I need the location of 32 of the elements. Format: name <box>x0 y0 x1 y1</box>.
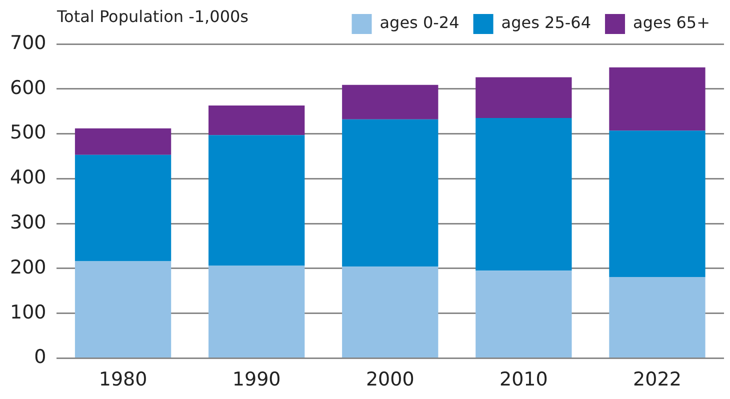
bar <box>74 261 172 358</box>
y-tick-label: 400 <box>10 166 46 189</box>
y-tick-label: 700 <box>10 32 46 54</box>
bar <box>609 67 706 131</box>
bar <box>476 270 572 358</box>
x-tick-label: 2022 <box>633 368 682 391</box>
bar <box>208 266 305 358</box>
y-tick-label: 0 <box>34 346 46 368</box>
legend-label: ages 0-24 <box>380 13 460 32</box>
x-tick-label: 1990 <box>232 368 281 391</box>
bar <box>208 105 305 136</box>
legend-label: ages 25-64 <box>501 13 592 32</box>
y-tick-label: 500 <box>10 122 46 144</box>
x-tick-label: 1980 <box>98 368 148 391</box>
bar <box>342 266 438 358</box>
bar <box>476 118 572 271</box>
bar <box>342 119 438 267</box>
x-tick-label: 2010 <box>500 368 548 391</box>
bar <box>609 276 706 358</box>
chart-title: Total Population -1,000s <box>57 7 249 26</box>
bar <box>74 154 172 262</box>
y-tick-label: 200 <box>10 256 46 278</box>
y-tick-label: 600 <box>10 76 46 99</box>
bar <box>342 84 438 120</box>
bar <box>74 128 172 155</box>
y-tick-label: 300 <box>10 211 46 234</box>
x-tick-label: 2000 <box>366 368 414 391</box>
legend-label: ages 65+ <box>633 13 710 32</box>
bar <box>609 130 706 277</box>
bar <box>476 77 572 118</box>
bar <box>208 135 305 266</box>
y-tick-label: 100 <box>10 301 46 324</box>
